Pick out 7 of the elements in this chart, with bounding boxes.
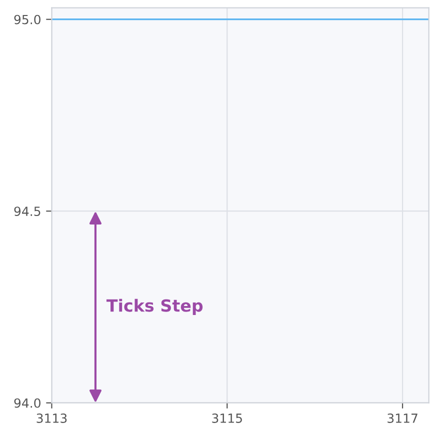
y-tick-label: 94.5 bbox=[14, 206, 40, 216]
x-tick-label: 3113 bbox=[36, 414, 67, 423]
y-tick-label: 94.0 bbox=[14, 398, 40, 408]
annotation: Ticks Step bbox=[106, 298, 203, 316]
x-tick-label: 3117 bbox=[388, 414, 418, 423]
x-tick-label: 3115 bbox=[212, 414, 242, 423]
y-tick-label: 95.0 bbox=[14, 14, 40, 24]
